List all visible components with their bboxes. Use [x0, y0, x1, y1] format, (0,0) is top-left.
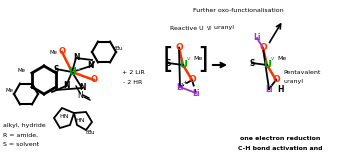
Text: S = solvent: S = solvent	[3, 142, 39, 146]
Text: Li: Li	[192, 88, 200, 97]
Text: Further oxo-functionalisation: Further oxo-functionalisation	[193, 7, 283, 12]
Text: O: O	[259, 43, 267, 52]
Text: O: O	[91, 76, 98, 85]
Text: HN: HN	[75, 118, 85, 122]
Text: +: +	[183, 79, 187, 85]
Text: H: H	[278, 85, 284, 94]
Text: O: O	[175, 43, 183, 52]
Text: [: [	[162, 46, 174, 74]
Text: U: U	[179, 60, 187, 70]
Text: Pentavalent: Pentavalent	[283, 70, 320, 76]
Text: v: v	[270, 57, 274, 61]
Text: + 2 LiR: + 2 LiR	[122, 70, 144, 75]
Text: one electron reduction: one electron reduction	[240, 136, 320, 140]
Text: uranyl: uranyl	[212, 25, 234, 30]
Text: $t$Bu: $t$Bu	[113, 44, 124, 52]
Text: O: O	[272, 76, 280, 85]
Text: Me: Me	[193, 55, 202, 61]
Text: - 2 HR: - 2 HR	[123, 80, 143, 85]
Text: S: S	[165, 58, 171, 67]
Text: alkyl, hydride: alkyl, hydride	[3, 124, 46, 128]
Text: Me: Me	[18, 67, 26, 73]
Text: N: N	[77, 91, 83, 100]
Text: VI: VI	[207, 27, 212, 31]
Text: v: v	[186, 57, 190, 61]
Text: $t$Bu: $t$Bu	[85, 128, 96, 136]
Text: Li: Li	[265, 85, 273, 94]
Text: Me: Me	[6, 88, 14, 92]
Text: N: N	[79, 83, 85, 92]
Text: R = amide,: R = amide,	[3, 133, 38, 137]
Text: N: N	[88, 61, 94, 70]
Text: C-H bond activation and: C-H bond activation and	[238, 146, 322, 151]
Text: uranyl: uranyl	[283, 79, 303, 83]
Text: HN: HN	[59, 115, 69, 119]
Text: O: O	[188, 76, 196, 85]
Text: Li: Li	[176, 82, 184, 91]
Text: S: S	[53, 64, 59, 73]
Text: N: N	[73, 54, 79, 63]
Text: U: U	[68, 67, 76, 77]
Text: O: O	[58, 48, 65, 57]
Text: N: N	[63, 82, 69, 91]
Text: Me: Me	[50, 51, 58, 55]
Text: ]: ]	[197, 46, 209, 74]
Text: Me: Me	[277, 55, 286, 61]
Text: S: S	[249, 58, 255, 67]
Text: Li: Li	[253, 33, 261, 43]
Text: U: U	[263, 60, 271, 70]
Text: Reactive U: Reactive U	[170, 25, 204, 30]
